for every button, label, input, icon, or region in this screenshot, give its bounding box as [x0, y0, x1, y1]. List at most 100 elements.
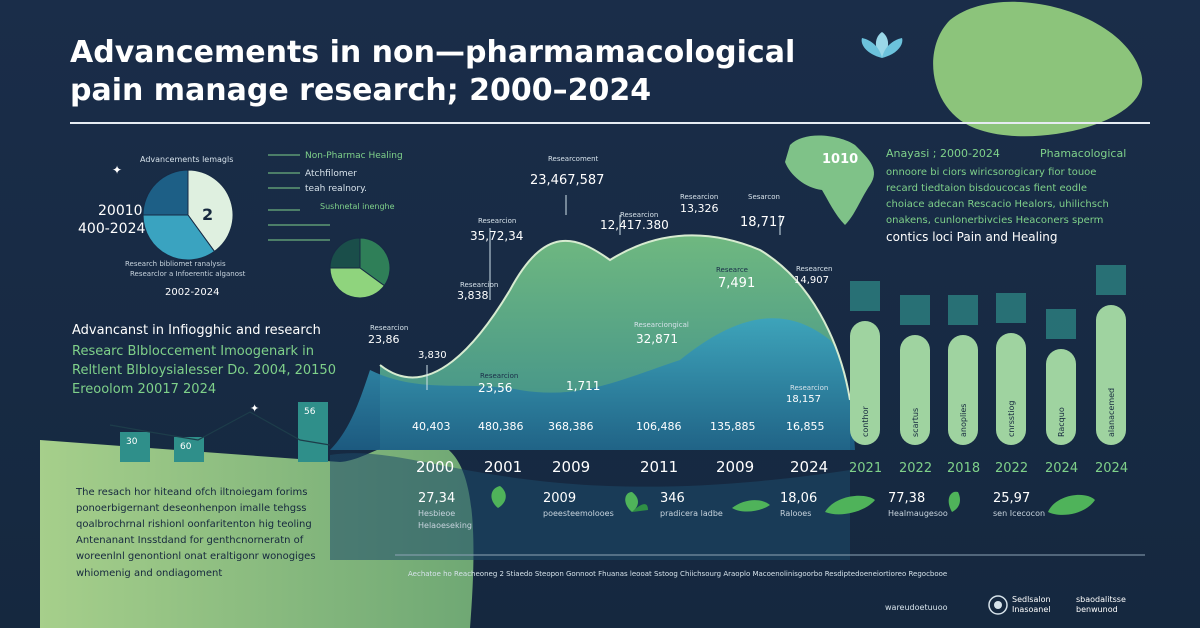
- peak-value-3: 13,326: [680, 202, 719, 215]
- title-line1: Advancements in non—pharmamacological: [70, 35, 795, 70]
- x-tick-label: 2001: [484, 458, 522, 476]
- africa-line-1: onnoore bi ciors wiricsorogicary fior to…: [886, 167, 1096, 178]
- leaf-icon-4: [948, 491, 960, 512]
- peak-caption-7: Researcen: [796, 265, 832, 273]
- stat-caption: poeesteemolooes: [543, 509, 614, 518]
- pill-bar: [850, 321, 880, 445]
- pill-bar-label: Racquo: [1057, 407, 1066, 437]
- pill-bar-label: cnrsstiog: [1007, 401, 1016, 437]
- pie-years: 2002-2024: [165, 287, 220, 298]
- stat-value: 25,97: [993, 491, 1030, 506]
- pill-bar-label: conthor: [861, 406, 870, 437]
- pie2-slice: [329, 267, 385, 299]
- peak-caption-2: Researcion: [620, 211, 658, 219]
- peak-caption-3: Researcion: [680, 193, 718, 201]
- leaf-icon-5: [1048, 494, 1095, 515]
- pie2-slice: [359, 237, 391, 287]
- para-line-3: qoalbrochrnal rishionl oonfaritenton hig…: [76, 519, 312, 530]
- pie-number: 2: [202, 205, 213, 224]
- footer-credit: wareudoetuuoo: [885, 603, 948, 612]
- inner-caption-7: Researcion: [790, 384, 828, 392]
- bottom-value: 16,855: [786, 420, 825, 433]
- stat-value: 346: [660, 491, 685, 506]
- pie-slice: [142, 169, 189, 216]
- pill-year-label: 2022: [995, 461, 1028, 476]
- mini-bar-chart: 30 60 56: [109, 402, 331, 462]
- inner-value-2: 23,86: [368, 333, 400, 346]
- africa-line-5: contics loci Pain and Healing: [886, 230, 1058, 244]
- stat-caption: pradicera ladbe: [660, 509, 723, 518]
- inner-value-3: 3,830: [418, 350, 447, 361]
- bottom-value: 368,386: [548, 420, 594, 433]
- left-line-2: Reltlent Blbloysialesser Do. 2004, 20150: [72, 363, 336, 378]
- bottom-value-row: 40,403 480,386 368,386 106,486 135,885 16,855: [412, 420, 825, 433]
- secondary-pie-chart: [329, 237, 391, 299]
- legend-item-2: Atchfilomer: [305, 169, 357, 179]
- stat-value: 18,06: [780, 491, 817, 506]
- lotus-icon: [861, 32, 903, 58]
- peak-caption-1: Researcoment: [548, 155, 599, 163]
- inner-caption-1: Researcion: [460, 281, 498, 289]
- pill-year-label: 2024: [1045, 461, 1078, 476]
- pill-bar: [900, 335, 930, 445]
- pill-bar-cap: [850, 281, 880, 311]
- peak-value-7: 14,907: [794, 275, 829, 286]
- stat-caption: Ralooes: [780, 509, 811, 518]
- x-tick-label: 2009: [552, 458, 590, 476]
- pill-bar-label: scartus: [911, 408, 920, 437]
- left-line-3: Ereoolom 20017 2024: [72, 382, 216, 397]
- peak-value-4: 18,717: [740, 215, 786, 230]
- pill-bar: [1096, 305, 1126, 445]
- pill-bar: [996, 333, 1026, 445]
- logo-2-line-1: sbaodalitsse: [1076, 595, 1126, 604]
- para-line-2: ponoerbigernant deseonhenpon imalle tehg…: [76, 503, 307, 514]
- pie-footnote-2: Researclor a Infoerentic alganost: [130, 270, 246, 278]
- logo-2-line-2: benwunod: [1076, 605, 1118, 614]
- sparkle-icon-2: ✦: [250, 402, 259, 415]
- pill-bar-label: anoplies: [959, 404, 968, 437]
- bottom-value: 40,403: [412, 420, 451, 433]
- inner-value-5: 32,871: [636, 332, 678, 346]
- leaf-icon-2: [732, 500, 770, 512]
- left-heading: Advancanst in Infiogghic and research: [72, 323, 321, 338]
- inner-value-1: 3,838: [457, 289, 489, 302]
- pill-bar-cap: [996, 293, 1026, 323]
- peak-caption-6: Researce: [716, 266, 748, 274]
- pill-bar-cap: [1096, 265, 1126, 295]
- sparkle-icon: ✦: [112, 163, 122, 177]
- bottom-stats: 27,34 Hesbieoe Helaoeseking 2009 poeesteemol…: [418, 491, 1045, 530]
- mini-trend-line: [109, 411, 331, 446]
- peak-value-1: 23,467,587: [530, 173, 604, 188]
- year-range-b: 400-2024: [78, 221, 145, 237]
- decor-blob: [933, 1, 1143, 137]
- bottom-value: 106,486: [636, 420, 682, 433]
- legend-item-3: teah realnory.: [305, 184, 367, 194]
- pill-bar: [1046, 349, 1076, 445]
- para-line-5: woreenlnl genontionl onat eraltigonr won…: [76, 551, 316, 562]
- logo-1-line-2: Inasoanel: [1012, 605, 1051, 614]
- pill-year-label: 2024: [1095, 461, 1128, 476]
- mini-bar: [298, 402, 328, 462]
- pie-slice: [142, 214, 216, 261]
- peak-caption-4: Sesarcon: [748, 193, 780, 201]
- pie-footnote-1: Research bibliomet ranalysis: [125, 260, 226, 268]
- inner-caption-4: Researcion: [480, 372, 518, 380]
- peak-value-5: 35,72,34: [470, 229, 523, 243]
- x-tick-label: 2009: [716, 458, 754, 476]
- africa-map: [785, 135, 875, 225]
- area-markers: [426, 195, 781, 390]
- pie-slice: [187, 169, 234, 253]
- footer-note: Aechatoe ho Reacheoneg 2 Stiaedo Steopon…: [408, 570, 947, 578]
- africa-number: 1010: [822, 152, 858, 167]
- pill-bar-chart: conthor 2021 scartus 2022 anoplies 2018 cnrsst…: [849, 265, 1128, 476]
- title-line2: pain manage research; 2000–2024: [70, 73, 651, 108]
- legend-item-4: Sushnetal inenghe: [320, 202, 395, 211]
- leaf-icon-3: [825, 495, 875, 515]
- para-line-6: whiomenig and ondiagoment: [76, 568, 222, 579]
- plant-icon: [625, 492, 648, 512]
- inner-value-7: 18,157: [786, 394, 821, 405]
- africa-line-2: recard tiedtaion bisdoucocas fient eodle: [886, 183, 1087, 194]
- stat-caption: Healmaugesoo: [888, 509, 948, 518]
- area-series-dark: [330, 318, 855, 450]
